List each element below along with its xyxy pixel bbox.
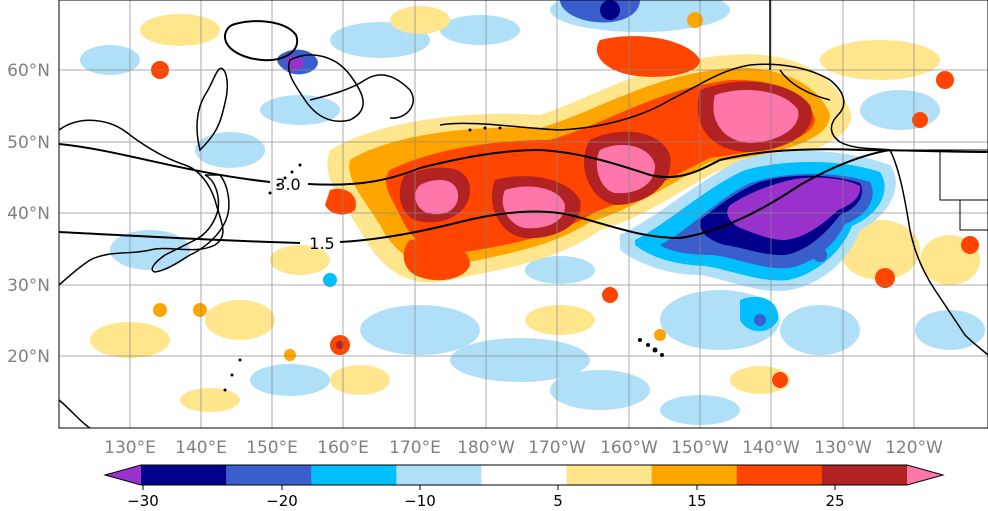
colorbar-tick-label: 5	[553, 492, 563, 510]
lon-label: 120°W	[885, 438, 943, 458]
colorbar-tick-label: 15	[687, 492, 706, 510]
map-panel: 3.0 1.5	[59, 0, 988, 428]
contour-label-3-0: 3.0	[275, 175, 300, 194]
lat-label: 20°N	[7, 347, 50, 367]
pacific-islands	[223, 126, 664, 392]
colorbar-segment	[396, 465, 482, 485]
map-frame	[58, 0, 988, 429]
lon-label: 150°E	[246, 438, 298, 458]
contour-line-3-0	[59, 143, 988, 186]
contour-lines	[59, 20, 988, 244]
colorbar-tick-label: −10	[404, 492, 436, 510]
coastlines	[59, 0, 988, 428]
lon-label: 130°E	[104, 438, 156, 458]
lat-label: 40°N	[7, 204, 50, 224]
latitude-labels: 60°N 50°N 40°N 30°N 20°N	[7, 61, 50, 367]
contour-line-closed	[223, 20, 299, 62]
lon-label: 160°W	[600, 438, 658, 458]
lon-label: 140°W	[742, 438, 800, 458]
colorbar-tick-label: 25	[825, 492, 844, 510]
colorbar-segment	[226, 465, 312, 485]
positive-anomaly-band	[325, 36, 852, 283]
lat-label: 30°N	[7, 276, 50, 296]
colorbar: −30 −20 −10 5 15 25	[103, 464, 945, 510]
colorbar-tick-label: −20	[266, 492, 298, 510]
colorbar-segment	[651, 465, 738, 485]
colorbar-labels: −30 −20 −10 5 15 25	[127, 492, 844, 510]
lat-label: 60°N	[7, 61, 50, 81]
colorbar-ticks	[142, 485, 836, 490]
lon-label: 130°W	[814, 438, 872, 458]
lon-label: 140°E	[175, 438, 227, 458]
longitude-labels: 130°E 140°E 150°E 160°E 170°E 180°W 170°…	[104, 438, 943, 458]
lat-label: 50°N	[7, 133, 50, 153]
graticule	[59, 0, 988, 428]
lon-label: 160°E	[317, 438, 369, 458]
anomaly-field	[80, 0, 985, 425]
colorbar-extend-min	[105, 465, 141, 485]
colorbar-segment	[821, 465, 908, 485]
contour-line-1-5	[59, 149, 891, 244]
scattered-anomaly-dots	[151, 0, 979, 388]
colorbar-segment	[141, 465, 227, 485]
contour-labels: 3.0 1.5	[275, 175, 334, 253]
colorbar-segment	[566, 465, 653, 485]
lon-label: 180°W	[457, 438, 515, 458]
colorbar-segments	[103, 464, 945, 486]
colorbar-extend-max	[907, 465, 943, 485]
lon-label: 170°W	[528, 438, 586, 458]
colorbar-tick-label: −30	[127, 492, 159, 510]
colorbar-segment	[311, 465, 397, 485]
contour-label-1-5: 1.5	[309, 234, 334, 253]
lon-label: 170°E	[389, 438, 441, 458]
colorbar-outline	[103, 464, 945, 486]
lon-label: 150°W	[671, 438, 729, 458]
colorbar-segment	[481, 465, 568, 485]
colorbar-segment	[736, 465, 823, 485]
